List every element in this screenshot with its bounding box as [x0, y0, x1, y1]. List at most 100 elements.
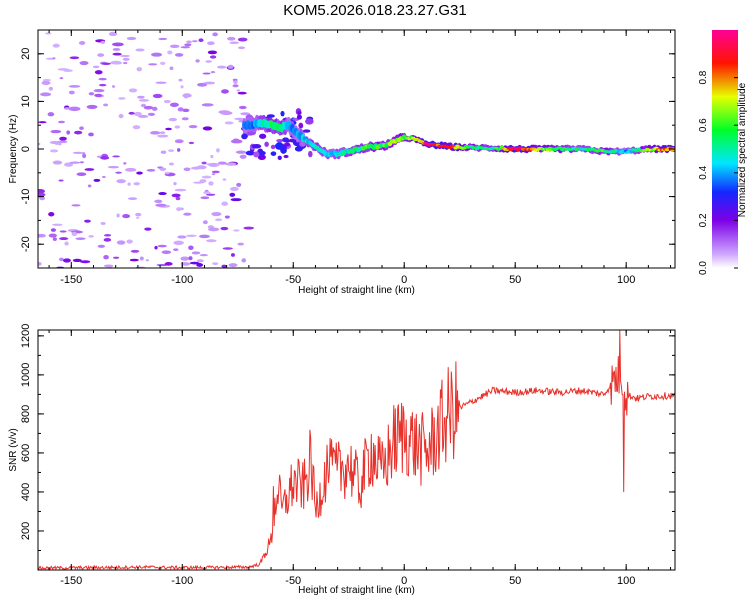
- noise-blob: [48, 86, 54, 91]
- noise-blob: [221, 201, 228, 206]
- noise-blob: [233, 229, 240, 232]
- noise-blob: [173, 248, 179, 251]
- noise-blob: [72, 151, 84, 154]
- y-tick-label: 400: [20, 483, 32, 501]
- x-tick-label: -100: [171, 575, 193, 587]
- noise-blob: [79, 161, 84, 164]
- noise-blob: [137, 95, 145, 99]
- noise-blob: [257, 154, 266, 161]
- noise-blob: [111, 85, 116, 88]
- noise-blob: [202, 220, 208, 225]
- noise-blob: [48, 233, 57, 238]
- noise-blob: [149, 131, 161, 135]
- noise-blob: [180, 256, 190, 261]
- noise-blob: [175, 196, 181, 201]
- noise-blob: [241, 258, 247, 263]
- noise-blob: [216, 65, 227, 69]
- noise-blob: [59, 237, 69, 241]
- noise-blob: [270, 144, 276, 150]
- noise-blob: [118, 97, 126, 100]
- noise-blob: [154, 199, 163, 204]
- noise-blob: [164, 171, 170, 175]
- noise-blob: [188, 256, 193, 261]
- noise-blob: [159, 167, 167, 171]
- noise-blob: [180, 46, 191, 49]
- noise-blob: [76, 172, 87, 177]
- noise-blob: [158, 192, 167, 196]
- noise-blob: [103, 237, 112, 242]
- noise-blob: [205, 239, 217, 243]
- noise-blob: [196, 259, 204, 263]
- spectral-ridge: [242, 114, 675, 160]
- noise-blob: [236, 89, 241, 92]
- noise-blob: [103, 103, 109, 107]
- noise-blob: [257, 150, 266, 156]
- spectrogram-noise: [38, 31, 314, 268]
- noise-blob: [63, 107, 70, 110]
- noise-blob: [253, 151, 260, 158]
- noise-blob: [112, 42, 124, 47]
- noise-blob: [45, 32, 52, 35]
- colorbar-tick-label: 0.6: [698, 118, 709, 132]
- snr-frame: [37, 329, 676, 571]
- noise-blob: [200, 196, 210, 200]
- noise-blob: [308, 150, 313, 158]
- colorbar-tick-label: 0.4: [698, 165, 709, 179]
- noise-blob: [63, 258, 71, 263]
- noise-blob: [98, 77, 107, 81]
- noise-blob: [191, 251, 201, 255]
- noise-blob: [188, 125, 198, 129]
- noise-blob: [212, 32, 218, 37]
- noise-blob: [130, 249, 140, 253]
- snr-series-line: [38, 330, 675, 570]
- noise-blob: [72, 258, 82, 263]
- noise-blob: [128, 111, 135, 115]
- noise-blob: [133, 182, 140, 186]
- noise-blob: [297, 111, 302, 115]
- noise-blob: [127, 197, 138, 201]
- noise-blob: [122, 57, 130, 61]
- noise-blob: [183, 167, 191, 172]
- noise-blob: [178, 78, 183, 82]
- noise-blob: [43, 80, 48, 83]
- noise-blob: [215, 148, 220, 153]
- noise-blob: [100, 222, 106, 225]
- noise-blob: [135, 212, 142, 217]
- noise-blob: [84, 219, 91, 223]
- noise-blob: [245, 150, 255, 156]
- noise-blob: [228, 263, 238, 268]
- noise-blob: [201, 161, 207, 165]
- y-tick-label: 600: [20, 444, 32, 462]
- noise-blob: [100, 156, 110, 160]
- noise-blob: [174, 53, 184, 57]
- noise-blob: [180, 85, 184, 89]
- noise-blob: [135, 48, 145, 52]
- noise-blob: [74, 130, 83, 135]
- noise-blob: [119, 54, 131, 58]
- noise-blob: [220, 226, 229, 231]
- noise-blob: [203, 81, 216, 85]
- noise-blob: [132, 125, 141, 130]
- noise-blob: [186, 234, 197, 238]
- snr-panel: -150 -100 -50 0 50 100 200 400 600 800 1000 1200 Hei…: [8, 324, 676, 596]
- noise-blob: [208, 181, 214, 186]
- noise-blob: [190, 166, 202, 170]
- noise-blob: [210, 154, 214, 159]
- noise-blob: [139, 256, 144, 261]
- noise-blob: [79, 126, 84, 131]
- noise-blob: [211, 170, 220, 174]
- noise-blob: [69, 56, 80, 60]
- noise-blob: [50, 228, 57, 232]
- noise-blob: [143, 105, 154, 110]
- noise-blob: [220, 111, 233, 116]
- noise-blob: [160, 61, 166, 66]
- noise-blob: [208, 227, 220, 232]
- noise-blob: [75, 237, 86, 240]
- x-tick-label: -50: [285, 575, 301, 587]
- noise-blob: [40, 92, 52, 97]
- noise-blob: [221, 89, 229, 94]
- noise-blob: [180, 262, 191, 266]
- noise-blob: [209, 55, 217, 59]
